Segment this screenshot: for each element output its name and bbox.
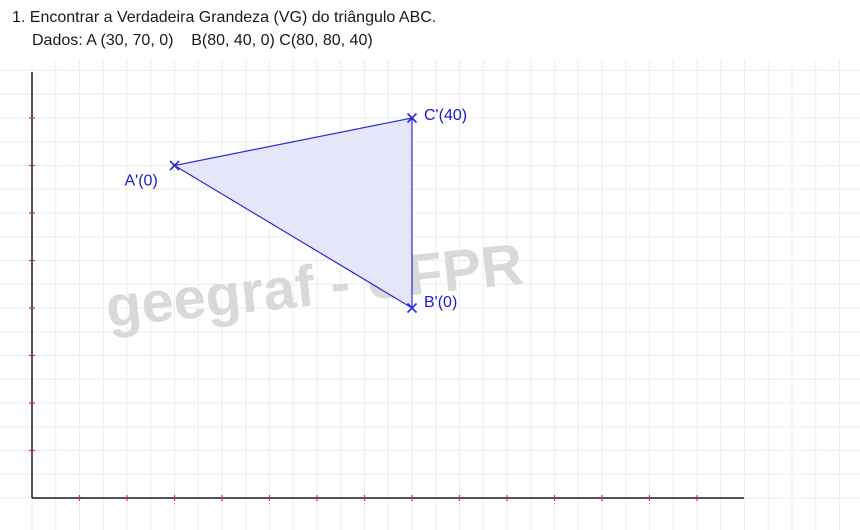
vertex-marker [169,160,180,171]
point-a-coords: A (30, 70, 0) [86,32,174,49]
vertex-c: C'(40) [406,107,467,124]
problem-header: 1. Encontrar a Verdadeira Grandeza (VG) … [12,6,436,52]
vertex-a: A'(0) [125,160,180,190]
problem-data: Dados: A (30, 70, 0) B(80, 40, 0) C(80, … [12,29,436,52]
vertex-label-b: B'(0) [424,294,457,311]
triangle-abc-projection [172,117,413,310]
problem-statement: 1. Encontrar a Verdadeira Grandeza (VG) … [12,9,437,26]
vertex-label-c: C'(40) [424,107,467,124]
axis-ticks [29,117,698,501]
vertex-label-a: A'(0) [125,173,158,190]
point-c-coords: C(80, 80, 40) [279,32,373,49]
vertex-marker [406,112,418,124]
triangle-vertices: A'(0) B'(0) C'(40) [125,107,467,314]
axes [31,72,744,499]
vertex-marker [406,302,418,314]
data-prefix: Dados: [32,32,87,49]
vertex-b: B'(0) [406,294,457,314]
background-grid [0,60,860,530]
point-b-coords: B(80, 40, 0) [191,32,275,49]
